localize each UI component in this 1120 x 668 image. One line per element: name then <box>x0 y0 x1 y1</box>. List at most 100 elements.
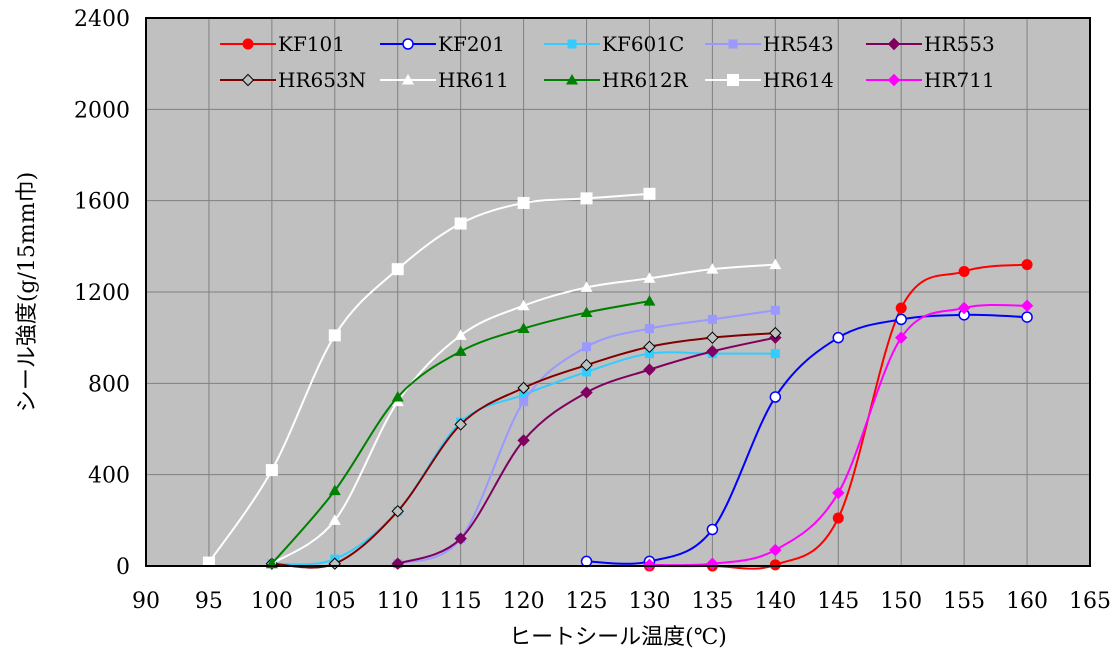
data-point <box>707 314 717 324</box>
data-point <box>643 295 656 306</box>
x-tick-label: 160 <box>1006 589 1048 614</box>
legend-label: HR553 <box>924 32 995 56</box>
legend-label: KF201 <box>438 32 505 56</box>
data-point <box>832 486 845 500</box>
data-point <box>832 331 845 344</box>
data-point <box>580 358 593 372</box>
data-point <box>769 543 782 557</box>
data-point <box>454 345 467 356</box>
y-tick-label: 1600 <box>74 190 130 215</box>
data-point <box>454 532 467 545</box>
data-point <box>706 331 719 344</box>
data-point <box>580 555 593 568</box>
x-tick-label: 155 <box>943 589 985 614</box>
y-tick-label: 2000 <box>74 98 130 123</box>
legend-marker <box>402 74 414 85</box>
legend-item: HR543 <box>705 32 834 56</box>
data-point <box>643 272 656 283</box>
y-tick-label: 800 <box>88 372 130 397</box>
legend-item: HR614 <box>705 68 834 92</box>
data-point <box>769 258 782 270</box>
x-axis-ticks: 90 95 100 105 110 115 120 125 130 135 140 145 150 155… <box>132 589 1111 614</box>
data-point <box>1021 311 1033 323</box>
legend-label: KF101 <box>278 32 345 56</box>
data-point <box>582 367 592 377</box>
data-point <box>391 391 404 402</box>
legend-item: HR611 <box>380 68 509 92</box>
legend-marker <box>887 73 901 87</box>
data-point <box>895 313 907 326</box>
data-point <box>328 514 341 525</box>
y-tick-label: 1200 <box>74 281 130 306</box>
data-point <box>769 326 782 340</box>
legend-item: HR711 <box>866 68 995 92</box>
x-tick-label: 100 <box>251 589 293 614</box>
x-tick-label: 125 <box>566 589 608 614</box>
data-point <box>706 523 719 536</box>
x-tick-label: 165 <box>1069 589 1111 614</box>
y-tick-label: 400 <box>88 464 130 489</box>
legend: KF101 KF201 KF601C HR543 HR553 HR653N HR611 HR6… <box>220 32 995 92</box>
x-tick-label: 150 <box>880 589 922 614</box>
y-tick-label: 2400 <box>74 7 130 32</box>
data-point <box>706 263 719 274</box>
data-point <box>643 187 656 200</box>
data-point <box>517 196 530 209</box>
data-point <box>643 340 656 354</box>
legend-label: HR711 <box>924 68 995 92</box>
data-point <box>265 464 278 477</box>
data-point <box>582 342 592 352</box>
legend-item: KF101 <box>220 32 345 56</box>
x-tick-label: 95 <box>195 589 223 614</box>
data-point <box>519 390 529 400</box>
legend-item: HR653N <box>220 68 366 92</box>
legend-marker <box>567 39 577 49</box>
data-point <box>769 559 781 571</box>
data-point <box>328 484 341 496</box>
y-axis-ticks: 0 400 800 1200 1600 2000 2400 <box>74 7 130 580</box>
x-tick-label: 115 <box>440 589 482 614</box>
data-point <box>580 306 593 318</box>
legend-marker <box>727 74 739 86</box>
data-point <box>391 504 404 518</box>
legend-label: HR543 <box>763 32 834 56</box>
x-tick-label: 145 <box>817 589 859 614</box>
gridlines <box>146 18 1090 566</box>
legend-item: KF601C <box>544 32 684 56</box>
data-point <box>643 363 656 376</box>
data-point <box>706 345 719 358</box>
x-tick-label: 120 <box>503 589 545 614</box>
legend-item: KF201 <box>380 32 505 56</box>
y-tick-label: 0 <box>116 555 130 580</box>
legend-label: HR612R <box>602 68 689 92</box>
series-line <box>271 263 776 565</box>
series-lines <box>202 187 1034 572</box>
data-point <box>644 324 654 334</box>
data-point <box>894 331 908 344</box>
series-HR711 <box>643 299 1034 572</box>
legend-marker <box>887 37 901 51</box>
legend-item: HR612R <box>544 68 689 92</box>
legend-label: HR611 <box>438 68 509 92</box>
data-point <box>832 512 844 524</box>
data-point <box>644 349 654 359</box>
data-point <box>770 305 780 315</box>
data-point <box>643 558 656 572</box>
data-point <box>454 329 467 340</box>
legend-marker <box>566 74 578 85</box>
legend-item: HR553 <box>866 32 995 56</box>
legend-label: HR614 <box>763 68 834 92</box>
x-tick-label: 140 <box>754 589 796 614</box>
x-tick-label: 130 <box>628 589 670 614</box>
data-point <box>769 391 782 403</box>
data-point <box>958 265 970 277</box>
y-axis-title: シール強度(g/15mm巾) <box>15 172 40 412</box>
data-point <box>454 217 467 230</box>
data-point <box>895 302 907 314</box>
data-point <box>519 397 529 407</box>
data-point <box>580 386 593 399</box>
series-HR614 <box>202 187 656 569</box>
data-point <box>580 192 593 205</box>
series-line <box>271 351 776 566</box>
